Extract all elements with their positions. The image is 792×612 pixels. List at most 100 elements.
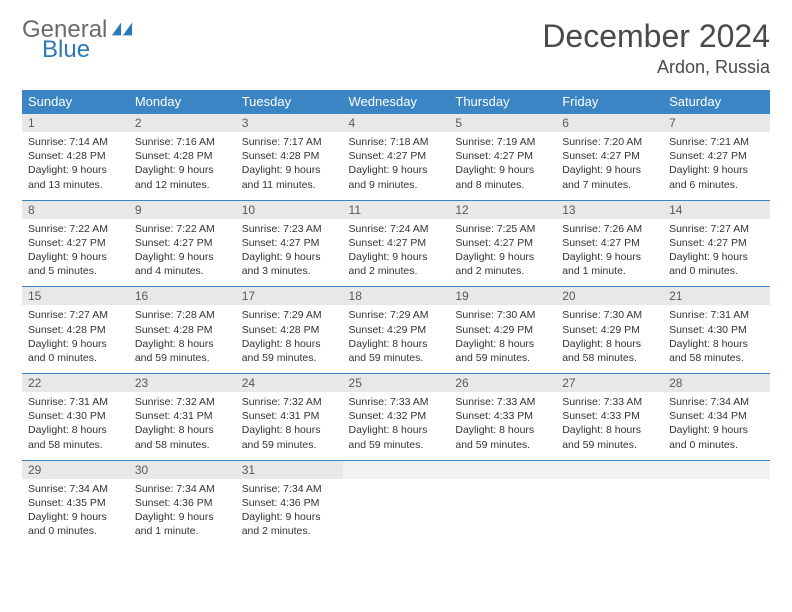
day-sunrise: Sunrise: 7:34 AM: [242, 482, 337, 496]
day-body: Sunrise: 7:31 AMSunset: 4:30 PMDaylight:…: [663, 305, 770, 373]
day-day2: and 3 minutes.: [242, 264, 337, 278]
day-sunset: Sunset: 4:27 PM: [455, 236, 550, 250]
day-sunrise: Sunrise: 7:27 AM: [669, 222, 764, 236]
day-body: Sunrise: 7:34 AMSunset: 4:36 PMDaylight:…: [129, 479, 236, 547]
header: General Blue December 2024 Ardon, Russia: [22, 18, 770, 78]
day-number: 5: [449, 114, 556, 132]
calendar-cell: [663, 460, 770, 546]
calendar-week-row: 15Sunrise: 7:27 AMSunset: 4:28 PMDayligh…: [22, 287, 770, 374]
day-body: Sunrise: 7:33 AMSunset: 4:33 PMDaylight:…: [556, 392, 663, 460]
calendar-cell: 8Sunrise: 7:22 AMSunset: 4:27 PMDaylight…: [22, 200, 129, 287]
day-day2: and 8 minutes.: [455, 178, 550, 192]
day-sunrise: Sunrise: 7:32 AM: [135, 395, 230, 409]
day-body: Sunrise: 7:20 AMSunset: 4:27 PMDaylight:…: [556, 132, 663, 200]
day-day2: and 2 minutes.: [455, 264, 550, 278]
calendar-cell: 9Sunrise: 7:22 AMSunset: 4:27 PMDaylight…: [129, 200, 236, 287]
day-sunset: Sunset: 4:30 PM: [28, 409, 123, 423]
day-body: Sunrise: 7:27 AMSunset: 4:28 PMDaylight:…: [22, 305, 129, 373]
day-sunrise: Sunrise: 7:33 AM: [455, 395, 550, 409]
day-sunrise: Sunrise: 7:30 AM: [455, 308, 550, 322]
day-sunset: Sunset: 4:32 PM: [349, 409, 444, 423]
day-sunrise: Sunrise: 7:26 AM: [562, 222, 657, 236]
day-day1: Daylight: 8 hours: [349, 337, 444, 351]
calendar-cell: 22Sunrise: 7:31 AMSunset: 4:30 PMDayligh…: [22, 374, 129, 461]
day-day2: and 0 minutes.: [669, 438, 764, 452]
day-day1: Daylight: 9 hours: [135, 163, 230, 177]
day-day2: and 9 minutes.: [349, 178, 444, 192]
day-day1: Daylight: 9 hours: [455, 250, 550, 264]
day-sunset: Sunset: 4:27 PM: [669, 149, 764, 163]
day-number: 25: [343, 374, 450, 392]
day-body: Sunrise: 7:33 AMSunset: 4:33 PMDaylight:…: [449, 392, 556, 460]
day-sunset: Sunset: 4:27 PM: [562, 149, 657, 163]
calendar-cell: 21Sunrise: 7:31 AMSunset: 4:30 PMDayligh…: [663, 287, 770, 374]
day-number: 26: [449, 374, 556, 392]
day-number: 11: [343, 201, 450, 219]
calendar-cell: [343, 460, 450, 546]
day-sunrise: Sunrise: 7:22 AM: [28, 222, 123, 236]
day-day2: and 7 minutes.: [562, 178, 657, 192]
day-day1: Daylight: 9 hours: [135, 510, 230, 524]
day-day1: Daylight: 9 hours: [28, 163, 123, 177]
calendar-cell: 1Sunrise: 7:14 AMSunset: 4:28 PMDaylight…: [22, 114, 129, 201]
day-day2: and 0 minutes.: [28, 351, 123, 365]
calendar-cell: 2Sunrise: 7:16 AMSunset: 4:28 PMDaylight…: [129, 114, 236, 201]
day-header: Friday: [556, 90, 663, 114]
day-number: 19: [449, 287, 556, 305]
day-day1: Daylight: 8 hours: [135, 423, 230, 437]
calendar-cell: 28Sunrise: 7:34 AMSunset: 4:34 PMDayligh…: [663, 374, 770, 461]
calendar-cell: 19Sunrise: 7:30 AMSunset: 4:29 PMDayligh…: [449, 287, 556, 374]
day-day2: and 59 minutes.: [455, 351, 550, 365]
day-sunset: Sunset: 4:28 PM: [135, 323, 230, 337]
day-sunset: Sunset: 4:31 PM: [135, 409, 230, 423]
day-body: Sunrise: 7:16 AMSunset: 4:28 PMDaylight:…: [129, 132, 236, 200]
calendar-cell: [449, 460, 556, 546]
calendar-week-row: 1Sunrise: 7:14 AMSunset: 4:28 PMDaylight…: [22, 114, 770, 201]
calendar-cell: 15Sunrise: 7:27 AMSunset: 4:28 PMDayligh…: [22, 287, 129, 374]
day-day1: Daylight: 9 hours: [242, 510, 337, 524]
day-body: Sunrise: 7:24 AMSunset: 4:27 PMDaylight:…: [343, 219, 450, 287]
day-number: 31: [236, 461, 343, 479]
day-sunrise: Sunrise: 7:31 AM: [669, 308, 764, 322]
calendar-cell: 7Sunrise: 7:21 AMSunset: 4:27 PMDaylight…: [663, 114, 770, 201]
calendar-cell: 16Sunrise: 7:28 AMSunset: 4:28 PMDayligh…: [129, 287, 236, 374]
day-number: 2: [129, 114, 236, 132]
day-number: 1: [22, 114, 129, 132]
calendar-cell: 4Sunrise: 7:18 AMSunset: 4:27 PMDaylight…: [343, 114, 450, 201]
day-day2: and 1 minute.: [562, 264, 657, 278]
calendar-cell: 26Sunrise: 7:33 AMSunset: 4:33 PMDayligh…: [449, 374, 556, 461]
day-sunset: Sunset: 4:29 PM: [562, 323, 657, 337]
day-body: Sunrise: 7:26 AMSunset: 4:27 PMDaylight:…: [556, 219, 663, 287]
day-body: Sunrise: 7:31 AMSunset: 4:30 PMDaylight:…: [22, 392, 129, 460]
day-number: 15: [22, 287, 129, 305]
day-header: Monday: [129, 90, 236, 114]
day-day2: and 13 minutes.: [28, 178, 123, 192]
day-sunrise: Sunrise: 7:20 AM: [562, 135, 657, 149]
calendar-cell: 5Sunrise: 7:19 AMSunset: 4:27 PMDaylight…: [449, 114, 556, 201]
month-title: December 2024: [542, 18, 770, 55]
day-body: Sunrise: 7:29 AMSunset: 4:28 PMDaylight:…: [236, 305, 343, 373]
day-number: 7: [663, 114, 770, 132]
day-sunrise: Sunrise: 7:18 AM: [349, 135, 444, 149]
calendar-cell: 11Sunrise: 7:24 AMSunset: 4:27 PMDayligh…: [343, 200, 450, 287]
day-sunrise: Sunrise: 7:22 AM: [135, 222, 230, 236]
calendar-cell: 20Sunrise: 7:30 AMSunset: 4:29 PMDayligh…: [556, 287, 663, 374]
day-number: 24: [236, 374, 343, 392]
day-number: 4: [343, 114, 450, 132]
day-day2: and 58 minutes.: [135, 438, 230, 452]
day-day1: Daylight: 9 hours: [242, 250, 337, 264]
calendar-table: Sunday Monday Tuesday Wednesday Thursday…: [22, 90, 770, 546]
day-sunrise: Sunrise: 7:25 AM: [455, 222, 550, 236]
day-number: 8: [22, 201, 129, 219]
day-sunset: Sunset: 4:27 PM: [455, 149, 550, 163]
day-header-row: Sunday Monday Tuesday Wednesday Thursday…: [22, 90, 770, 114]
day-day2: and 5 minutes.: [28, 264, 123, 278]
calendar-cell: 18Sunrise: 7:29 AMSunset: 4:29 PMDayligh…: [343, 287, 450, 374]
day-sunset: Sunset: 4:35 PM: [28, 496, 123, 510]
day-sunrise: Sunrise: 7:29 AM: [242, 308, 337, 322]
day-day1: Daylight: 8 hours: [562, 337, 657, 351]
day-body: Sunrise: 7:33 AMSunset: 4:32 PMDaylight:…: [343, 392, 450, 460]
day-body: Sunrise: 7:19 AMSunset: 4:27 PMDaylight:…: [449, 132, 556, 200]
day-sunrise: Sunrise: 7:21 AM: [669, 135, 764, 149]
day-day1: Daylight: 8 hours: [562, 423, 657, 437]
